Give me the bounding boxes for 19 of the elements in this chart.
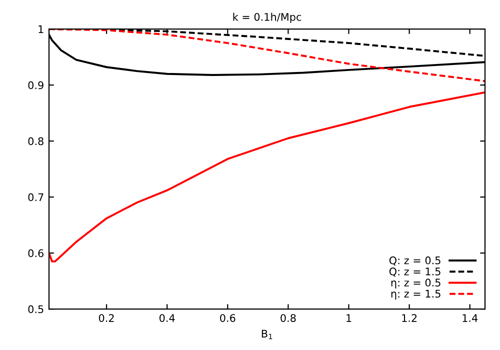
x-tick-label: 0.8 [280,314,296,322]
x-tick-label: 1 [346,314,352,322]
legend-label: Q: z = 0.5 [389,256,440,266]
x-tick-label: 1.4 [462,314,478,322]
x-tick-label: 0.2 [98,314,114,322]
y-tick-label: 0.6 [28,249,44,258]
y-tick-label: 0.5 [28,305,44,314]
y-tick-label: 0.8 [28,137,44,146]
y-tick-label: 1 [38,25,44,34]
x-tick-label: 0.6 [220,314,236,322]
legend-label: η: z = 1.5 [391,290,440,300]
y-tick-label: 0.9 [28,81,44,90]
y-tick-label: 0.7 [28,193,44,202]
legend-label: η: z = 0.5 [391,278,440,289]
x-tick-label: 1.2 [402,314,417,322]
chart-title: k = 0.1h/Mpc [233,12,302,23]
x-axis-title: B$_{1}$ [262,330,272,340]
x-tick-label: 0.4 [159,314,175,322]
legend-label: Q: z = 1.5 [389,268,440,277]
